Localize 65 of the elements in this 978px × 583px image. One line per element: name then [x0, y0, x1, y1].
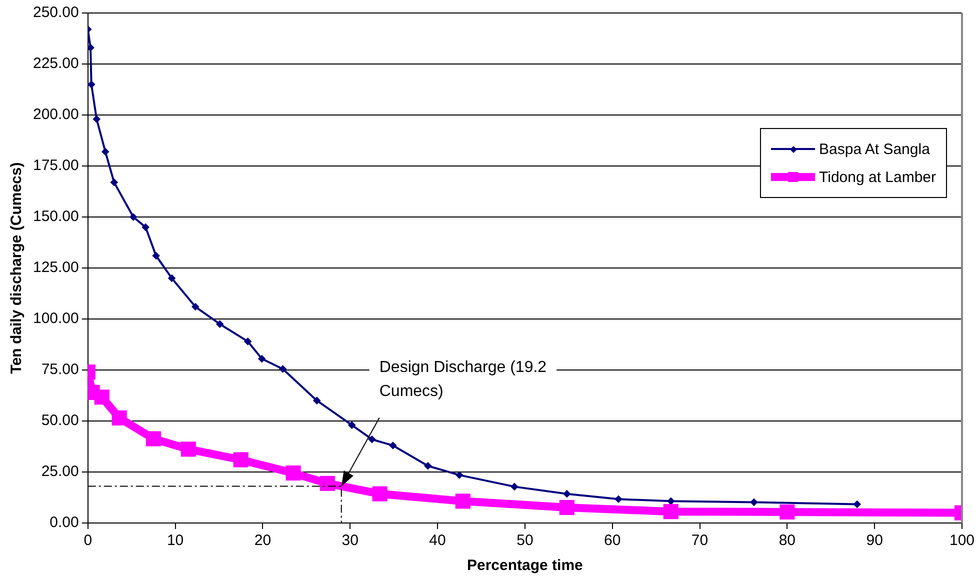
point: [313, 397, 320, 404]
point: [258, 355, 266, 362]
point: [142, 224, 150, 231]
point: [146, 431, 161, 446]
point: [559, 500, 574, 516]
point: [750, 498, 758, 506]
y-tick-label: 100.00: [32, 310, 79, 328]
point: [110, 178, 118, 186]
x-tick-label: 80: [778, 532, 796, 550]
y-tick-label: 75.00: [41, 361, 79, 378]
point: [88, 80, 95, 88]
point: [112, 410, 127, 426]
x-tick-label: 70: [691, 532, 708, 550]
y-tick-label: 0.00: [50, 514, 79, 532]
x-tick-label: 100: [949, 532, 975, 550]
point: [286, 465, 301, 481]
point: [424, 462, 432, 470]
point: [93, 116, 100, 123]
point: [320, 476, 335, 491]
point: [152, 252, 160, 260]
point: [563, 490, 570, 498]
point: [88, 44, 94, 52]
point: [244, 338, 252, 345]
annotation: Design Discharge (19.2 Cumecs): [379, 359, 547, 400]
y-tick-label: 25.00: [41, 463, 79, 480]
x-axis-title: Percentage time: [466, 557, 583, 574]
y-tick-label: 50.00: [41, 412, 79, 430]
point: [348, 422, 356, 429]
point: [614, 496, 622, 503]
y-tick-label: 250.00: [32, 4, 79, 22]
legend-label: Tidong at Lamber: [819, 168, 936, 186]
legend-label: Baspa At Sangla: [819, 140, 930, 158]
point: [216, 320, 224, 328]
y-axis-title: Ten daily discharge (Cumecs): [8, 162, 26, 374]
x-tick-label: 90: [866, 532, 883, 550]
x-tick-label: 0: [84, 532, 92, 550]
point: [168, 274, 176, 282]
point: [455, 494, 470, 509]
point: [372, 486, 388, 502]
point: [368, 436, 376, 443]
y-tick-label: 225.00: [32, 55, 79, 72]
point: [389, 442, 396, 449]
point: [180, 442, 196, 457]
point: [510, 483, 518, 490]
point: [94, 390, 110, 405]
x-tick-label: 60: [604, 532, 621, 550]
point: [102, 148, 109, 156]
x-tick-label: 30: [342, 532, 358, 550]
point: [854, 500, 861, 508]
x-tick-label: 50: [516, 532, 534, 550]
x-tick-label: 10: [166, 532, 184, 550]
y-tick-label: 125.00: [32, 259, 79, 276]
y-tick-label: 200.00: [32, 106, 79, 124]
y-tick-label: 150.00: [32, 208, 79, 226]
point: [192, 303, 199, 310]
point: [130, 214, 137, 220]
point: [456, 472, 463, 479]
y-tick-label: 175.00: [32, 157, 79, 174]
point: [279, 365, 286, 372]
point: [663, 504, 678, 520]
x-tick-label: 40: [429, 532, 446, 550]
point: [780, 504, 795, 520]
point: [233, 452, 248, 468]
x-tick-label: 20: [254, 532, 272, 550]
point: [667, 498, 674, 505]
